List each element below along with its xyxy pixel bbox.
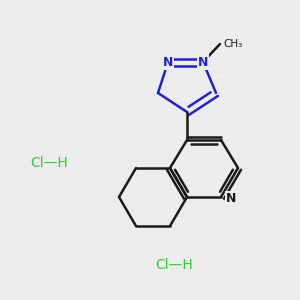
Text: N: N [163, 56, 173, 68]
Text: N: N [226, 193, 236, 206]
Text: Cl—H: Cl—H [30, 156, 68, 170]
Text: Cl—H: Cl—H [155, 258, 193, 272]
Text: CH₃: CH₃ [223, 39, 242, 49]
Text: N: N [198, 56, 208, 68]
